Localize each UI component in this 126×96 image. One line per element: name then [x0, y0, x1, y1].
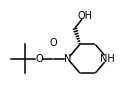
Text: OH: OH [77, 11, 92, 21]
Text: NH: NH [100, 54, 115, 64]
Text: O: O [35, 54, 43, 64]
Text: N: N [64, 54, 71, 64]
Text: O: O [50, 38, 57, 48]
